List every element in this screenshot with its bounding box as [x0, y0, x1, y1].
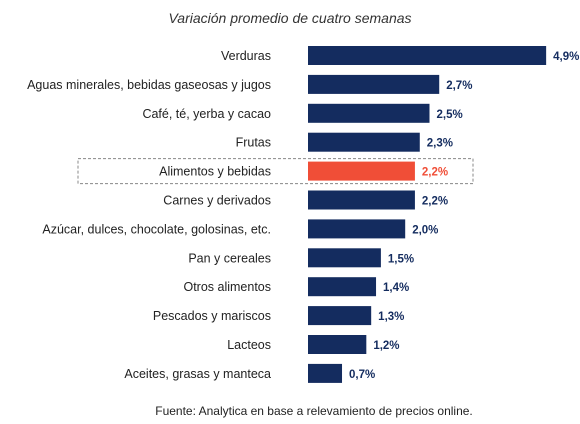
value-label-pan-y-cereales: 1,5%: [388, 253, 414, 265]
value-label-frutas: 2,3%: [427, 138, 453, 150]
category-label-aceites-grasas-y-manteca: Aceites, grasas y manteca: [124, 367, 271, 381]
highlight-box: [77, 158, 474, 185]
bar-pescados-y-mariscos: [308, 306, 372, 326]
bar-carnes-y-derivados: [308, 190, 415, 210]
value-label-verduras: 4,9%: [553, 51, 579, 63]
category-label-carnes-y-derivados: Carnes y derivados: [163, 194, 271, 208]
bar-cafe-te-yerba-y-cacao: [308, 103, 430, 123]
category-label-verduras: Verduras: [221, 49, 271, 63]
value-label-cafe-te-yerba-y-cacao: 2,5%: [437, 109, 463, 121]
value-label-pescados-y-mariscos: 1,3%: [378, 311, 404, 323]
bar-verduras: [308, 46, 547, 65]
category-label-frutas: Frutas: [236, 136, 271, 150]
category-label-aguas-minerales-bebidas-gaseosas-y-jugos: Aguas minerales, bebidas gaseosas y jugo…: [27, 78, 271, 92]
category-label-cafe-te-yerba-y-cacao: Café, té, yerba y cacao: [142, 107, 271, 121]
bar-frutas: [308, 132, 420, 152]
chart-title: Variación promedio de cuatro semanas: [168, 10, 412, 26]
value-label-aceites-grasas-y-manteca: 0,7%: [349, 369, 375, 381]
value-label-carnes-y-derivados: 2,2%: [422, 196, 448, 208]
bar-lacteos: [308, 335, 367, 354]
bar-pan-y-cereales: [308, 248, 381, 268]
value-label-otros-alimentos: 1,4%: [383, 282, 409, 294]
value-label-lacteos: 1,2%: [373, 340, 399, 352]
category-label-pescados-y-mariscos: Pescados y mariscos: [153, 309, 271, 323]
bar-alimentos-y-bebidas: [308, 161, 415, 181]
bar-azucar-dulces-chocolate-golosinas-etc: [308, 219, 406, 239]
category-label-pan-y-cereales: Pan y cereales: [188, 251, 271, 265]
bar-otros-alimentos: [308, 277, 377, 297]
category-label-alimentos-y-bebidas: Alimentos y bebidas: [159, 165, 271, 179]
bar-aceites-grasas-y-manteca: [308, 363, 343, 383]
category-label-azucar-dulces-chocolate-golosinas-etc: Azúcar, dulces, chocolate, golosinas, et…: [42, 222, 271, 236]
category-label-lacteos: Lacteos: [227, 338, 271, 352]
value-label-azucar-dulces-chocolate-golosinas-etc: 2,0%: [412, 224, 438, 236]
bar-aguas-minerales-bebidas-gaseosas-y-jugos: [308, 74, 440, 94]
value-label-alimentos-y-bebidas: 2,2%: [422, 167, 448, 179]
category-label-otros-alimentos: Otros alimentos: [183, 280, 271, 294]
value-label-aguas-minerales-bebidas-gaseosas-y-jugos: 2,7%: [446, 80, 472, 92]
source-note: Fuente: Analytica en base a relevamiento…: [155, 404, 473, 418]
